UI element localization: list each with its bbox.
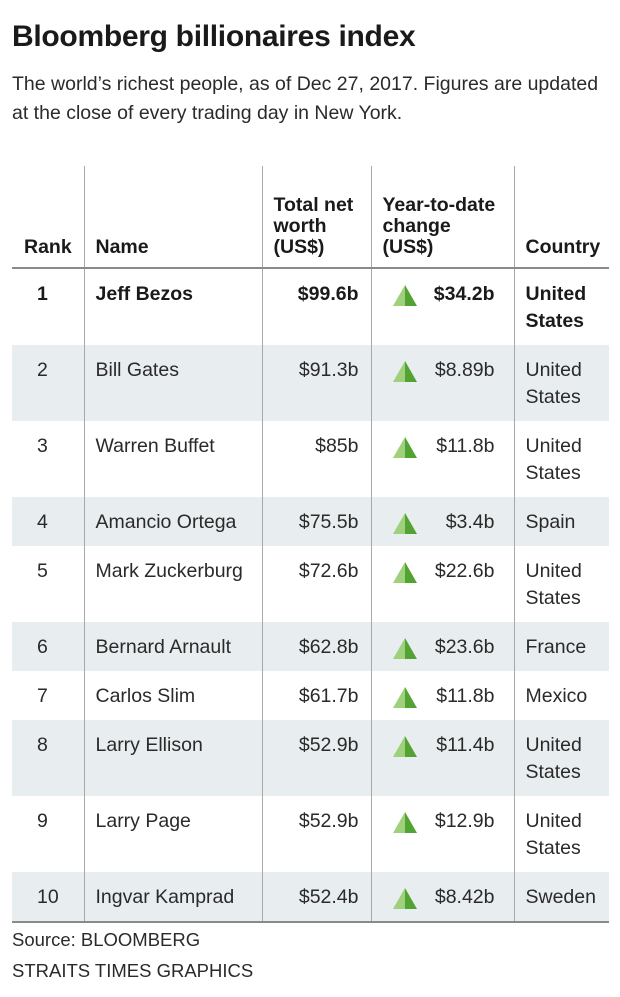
table-row: 10 Ingvar Kamprad $52.4b $8.42b Sweden: [12, 872, 609, 923]
name-cell: Carlos Slim: [83, 671, 262, 720]
name-cell: Amancio Ortega: [83, 497, 262, 546]
graphics-credit-line: STRAITS TIMES GRAPHICS: [12, 960, 254, 981]
net-worth-cell: $52.9b: [261, 720, 371, 796]
net-worth-cell: $99.6b: [261, 268, 371, 345]
column-header-net-worth: Total net worth (US$): [261, 166, 371, 269]
column-header-name: Name: [83, 166, 262, 269]
rank-cell: 1: [37, 283, 48, 305]
rank-cell: 3: [37, 435, 48, 457]
billionaires-table-container: Rank Name Total net worth (US$) Year-to-…: [12, 166, 609, 923]
name-cell: Ingvar Kamprad: [83, 872, 262, 923]
ytd-change-value: $23.6b: [434, 636, 495, 658]
net-worth-cell: $62.8b: [261, 622, 371, 671]
ytd-change-cell: $11.8b: [370, 671, 514, 720]
country-cell: Spain: [513, 497, 609, 546]
table-header: Rank Name Total net worth (US$) Year-to-…: [12, 166, 609, 269]
country-cell: United States: [513, 345, 609, 421]
up-arrow-icon: [392, 687, 417, 708]
ytd-change-cell: $8.89b: [370, 345, 514, 421]
ytd-change-value: $22.6b: [434, 560, 495, 582]
table-row: 4 Amancio Ortega $75.5b $3.4b Spain: [12, 497, 609, 546]
column-header-ytd-change: Year-to-date change (US$): [370, 166, 514, 269]
ytd-change-value: $8.42b: [434, 886, 495, 908]
rank-cell: 4: [12, 497, 84, 546]
country-cell: Mexico: [513, 671, 609, 720]
table-row: 6 Bernard Arnault $62.8b $23.6b France: [12, 622, 609, 671]
column-header-rank: Rank: [12, 166, 84, 269]
ytd-change-cell: $11.4b: [370, 720, 514, 796]
name-cell: Larry Page: [83, 796, 262, 872]
up-arrow-icon: [392, 888, 417, 909]
column-header-country: Country: [513, 166, 609, 269]
table-row: 2 Bill Gates $91.3b $8.89b United States: [12, 345, 609, 421]
ytd-change-cell: $12.9b: [370, 796, 514, 872]
name-cell: Jeff Bezos: [83, 268, 262, 345]
ytd-change-cell: $34.2b: [370, 268, 514, 345]
table-row: 8 Larry Ellison $52.9b $11.4b United States: [12, 720, 609, 796]
up-arrow-icon: [392, 638, 417, 659]
source-credit: Source: BLOOMBERG STRAITS TIMES GRAPHICS: [12, 924, 253, 986]
table-row: 5 Mark Zuckerburg $72.6b $22.6b United State…: [12, 546, 609, 622]
rank-cell: 2: [12, 345, 84, 421]
rank-cell: 8: [12, 720, 84, 796]
up-arrow-icon: [392, 812, 417, 833]
rank-cell: 5: [37, 560, 48, 582]
table-row: 9 Larry Page $52.9b $12.9b United States: [12, 796, 609, 872]
country-cell: Sweden: [513, 872, 609, 923]
country-cell: United States: [513, 268, 609, 345]
country-cell: United States: [513, 796, 609, 872]
table-row: 1 Jeff Bezos $99.6b $34.2b United States: [12, 268, 609, 345]
ytd-change-value: $3.4b: [445, 511, 495, 533]
ytd-change-cell: $22.6b: [370, 546, 514, 622]
ytd-change-value: $8.89b: [434, 359, 495, 381]
rank-cell: 9: [37, 810, 48, 832]
ytd-change-value: $12.9b: [434, 810, 495, 832]
ytd-change-value: $11.8b: [436, 685, 495, 707]
name-cell: Larry Ellison: [83, 720, 262, 796]
net-worth-cell: $91.3b: [261, 345, 371, 421]
ytd-change-cell: $3.4b: [370, 497, 514, 546]
net-worth-cell: $52.4b: [261, 872, 371, 923]
billionaires-table: Rank Name Total net worth (US$) Year-to-…: [12, 166, 609, 923]
page-subtitle: The world’s richest people, as of Dec 27…: [12, 73, 599, 124]
country-cell: France: [513, 622, 609, 671]
header-row: Rank Name Total net worth (US$) Year-to-…: [12, 166, 609, 269]
name-cell: Bill Gates: [83, 345, 262, 421]
up-arrow-icon: [392, 562, 417, 583]
source-line: Source: BLOOMBERG: [12, 929, 201, 950]
table-row: 7 Carlos Slim $61.7b $11.8b Mexico: [12, 671, 609, 720]
net-worth-cell: $75.5b: [261, 497, 371, 546]
table-row: 3 Warren Buffet $85b $11.8b United States: [12, 421, 609, 497]
net-worth-cell: $72.6b: [261, 546, 371, 622]
up-arrow-icon: [392, 285, 417, 306]
ytd-change-value: $34.2b: [433, 283, 495, 305]
up-arrow-icon: [392, 361, 417, 382]
country-cell: United States: [513, 720, 609, 796]
table-body: 1 Jeff Bezos $99.6b $34.2b United States 2 Bil…: [12, 268, 609, 923]
net-worth-cell: $52.9b: [261, 796, 371, 872]
country-cell: United States: [513, 421, 609, 497]
country-cell: United States: [513, 546, 609, 622]
ytd-change-value: $11.8b: [436, 435, 495, 457]
rank-cell: 10: [12, 872, 84, 923]
name-cell: Warren Buffet: [83, 421, 262, 497]
name-cell: Bernard Arnault: [83, 622, 262, 671]
up-arrow-icon: [392, 736, 417, 757]
up-arrow-icon: [392, 513, 417, 534]
ytd-change-cell: $8.42b: [370, 872, 514, 923]
rank-cell: 7: [37, 685, 48, 707]
ytd-change-cell: $23.6b: [370, 622, 514, 671]
up-arrow-icon: [392, 437, 417, 458]
net-worth-cell: $85b: [261, 421, 371, 497]
net-worth-cell: $61.7b: [261, 671, 371, 720]
rank-cell: 6: [12, 622, 84, 671]
ytd-change-value: $11.4b: [436, 734, 495, 756]
name-cell: Mark Zuckerburg: [83, 546, 262, 622]
ytd-change-cell: $11.8b: [370, 421, 514, 497]
page-title: Bloomberg billionaires index: [12, 20, 416, 53]
